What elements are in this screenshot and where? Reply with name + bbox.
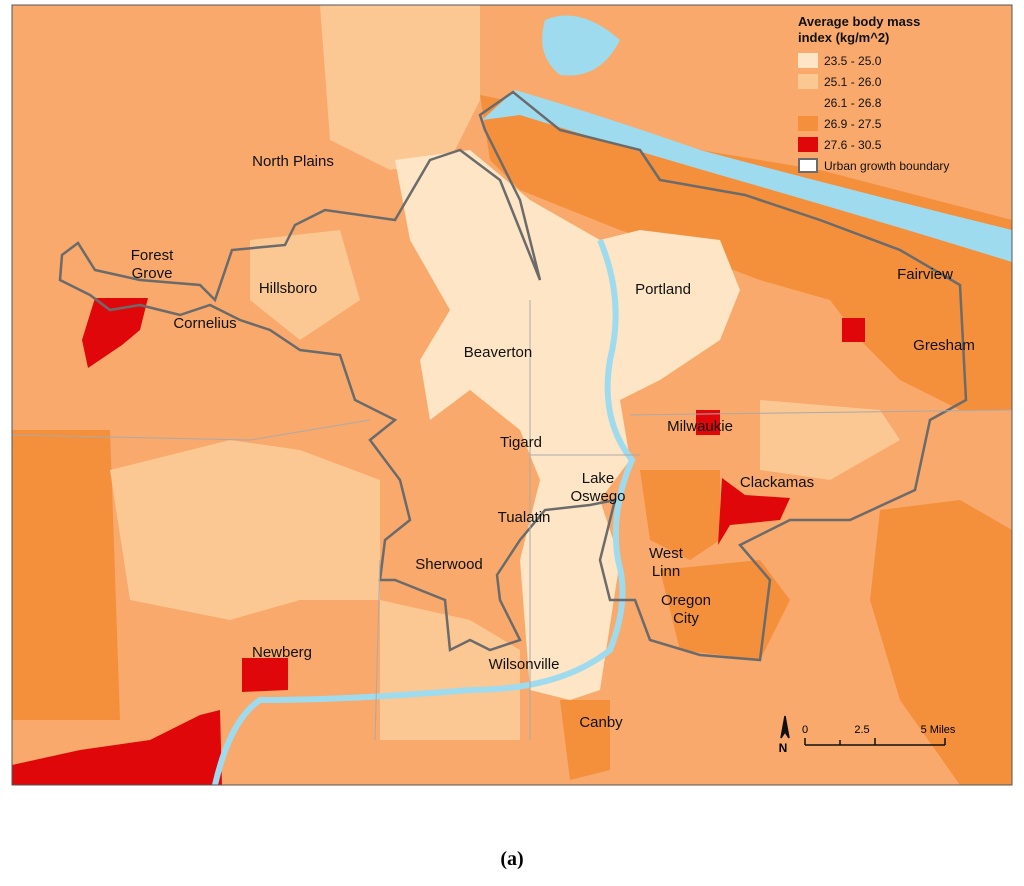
- legend-item: 25.1 - 26.0: [798, 71, 1003, 92]
- map-frame: [11, 4, 1013, 786]
- place-label: Newberg: [251, 644, 313, 661]
- legend-label: 27.6 - 30.5: [824, 137, 882, 152]
- region: [718, 478, 790, 545]
- place-label: Sherwood: [415, 556, 483, 573]
- region: [250, 230, 360, 340]
- place-label: West Linn: [649, 545, 683, 580]
- legend-label: 26.1 - 26.8: [824, 95, 882, 110]
- legend: Average body mass index (kg/m^2) 23.5 - …: [798, 14, 1003, 176]
- place-label: Tigard: [500, 434, 542, 451]
- county-lines: [11, 300, 1013, 741]
- legend-item: 26.1 - 26.8: [798, 92, 1003, 113]
- legend-label: Urban growth boundary: [824, 158, 950, 173]
- region: [380, 600, 520, 740]
- place-label: Beaverton: [463, 344, 533, 361]
- place-label: Milwaukie: [667, 418, 733, 435]
- place-label: Gresham: [913, 337, 975, 354]
- legend-swatch: [798, 53, 818, 68]
- place-label: Clackamas: [739, 474, 815, 491]
- legend-item: 23.5 - 25.0: [798, 50, 1003, 71]
- legend-item: 26.9 - 27.5: [798, 113, 1003, 134]
- place-label: Oregon City: [660, 592, 712, 627]
- place-label: Cornelius: [173, 315, 237, 332]
- legend-title: Average body mass index (kg/m^2): [798, 14, 921, 45]
- caption: (a): [500, 848, 524, 870]
- region: [242, 658, 288, 692]
- place-label: Hillsboro: [258, 280, 318, 297]
- scale-label: 2.5: [854, 724, 870, 736]
- legend-swatch: [798, 74, 818, 89]
- region: [660, 560, 790, 660]
- urban-growth-boundary: [58, 90, 968, 662]
- region: [640, 470, 720, 560]
- place-label: Canby: [579, 714, 623, 731]
- place-label: Fairview: [897, 266, 953, 283]
- region: [12, 430, 120, 720]
- region: [870, 500, 1012, 785]
- north-arrow: N: [779, 741, 788, 755]
- place-label: Wilsonville: [488, 656, 560, 673]
- river: [212, 238, 636, 786]
- region: [82, 298, 148, 368]
- legend-swatch: [798, 158, 818, 173]
- place-label: Tualatin: [497, 509, 551, 526]
- region: [110, 440, 380, 620]
- region: [12, 710, 222, 785]
- legend-label: 23.5 - 25.0: [824, 53, 882, 68]
- legend-label: 25.1 - 26.0: [824, 74, 882, 89]
- region: [842, 318, 865, 342]
- legend-swatch: [798, 95, 818, 110]
- legend-item: 27.6 - 30.5: [798, 134, 1003, 155]
- region: [696, 410, 720, 435]
- region: [560, 700, 610, 780]
- region: [395, 150, 740, 700]
- legend-swatch: [798, 116, 818, 131]
- region: [760, 400, 900, 480]
- legend-item: Urban growth boundary: [798, 155, 1003, 176]
- region: [480, 95, 1012, 410]
- water: [542, 15, 620, 76]
- scale-label: 0: [801, 724, 809, 736]
- region: [320, 5, 480, 170]
- scale-bar: [780, 715, 946, 746]
- legend-swatch: [798, 137, 818, 152]
- scale-label: 5 Miles: [920, 724, 956, 736]
- place-label: Forest Grove: [130, 247, 174, 282]
- water: [482, 90, 1012, 262]
- place-label: Portland: [635, 281, 691, 298]
- place-label: North Plains: [252, 153, 334, 170]
- place-label: Lake Oswego: [570, 470, 626, 505]
- legend-label: 26.9 - 27.5: [824, 116, 882, 131]
